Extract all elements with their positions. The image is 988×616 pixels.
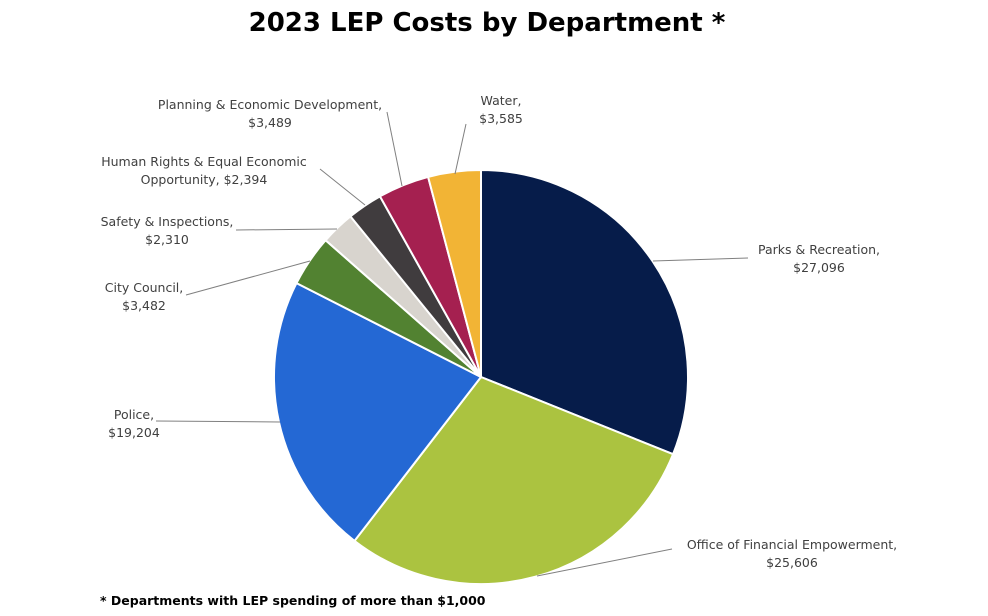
slice-label-value: $25,606 [766,555,818,570]
slice-label-value: $2,310 [145,232,189,247]
leader-line [454,123,467,175]
slice-label-value: $3,585 [479,111,523,126]
leader-line [386,111,403,187]
leader-line [652,257,749,262]
slice-label-value: $3,482 [122,298,166,313]
leader-line [155,420,281,423]
slice-label-value: $3,489 [248,115,292,130]
slice-label-name: Office of Financial Empowerment, [687,537,897,552]
slice-label-name: City Council, [105,280,184,295]
slice-label-value: $19,204 [108,425,160,440]
slice-label-name: Planning & Economic Development, [158,97,382,112]
slice-label-name: Water, [481,93,522,108]
pie-slice-parks-recreation [480,168,689,456]
slice-label-name: Human Rights & Equal Economic [101,154,307,169]
slice-label-value: Opportunity, $2,394 [141,172,268,187]
leader-line [185,260,311,296]
chart-title: 2023 LEP Costs by Department * [248,8,726,38]
slice-label-value: $27,096 [793,260,845,275]
pie-slice-water [426,168,482,378]
slice-label-name: Police, [114,407,154,422]
footnote: * Departments with LEP spending of more … [100,593,486,608]
pie-slice-office-of-financial-empowerment [353,375,675,585]
leader-line [235,228,338,231]
leader-line [319,168,366,206]
slice-label-name: Parks & Recreation, [758,242,880,257]
slice-label-name: Safety & Inspections, [101,214,234,229]
leader-line [536,548,673,577]
